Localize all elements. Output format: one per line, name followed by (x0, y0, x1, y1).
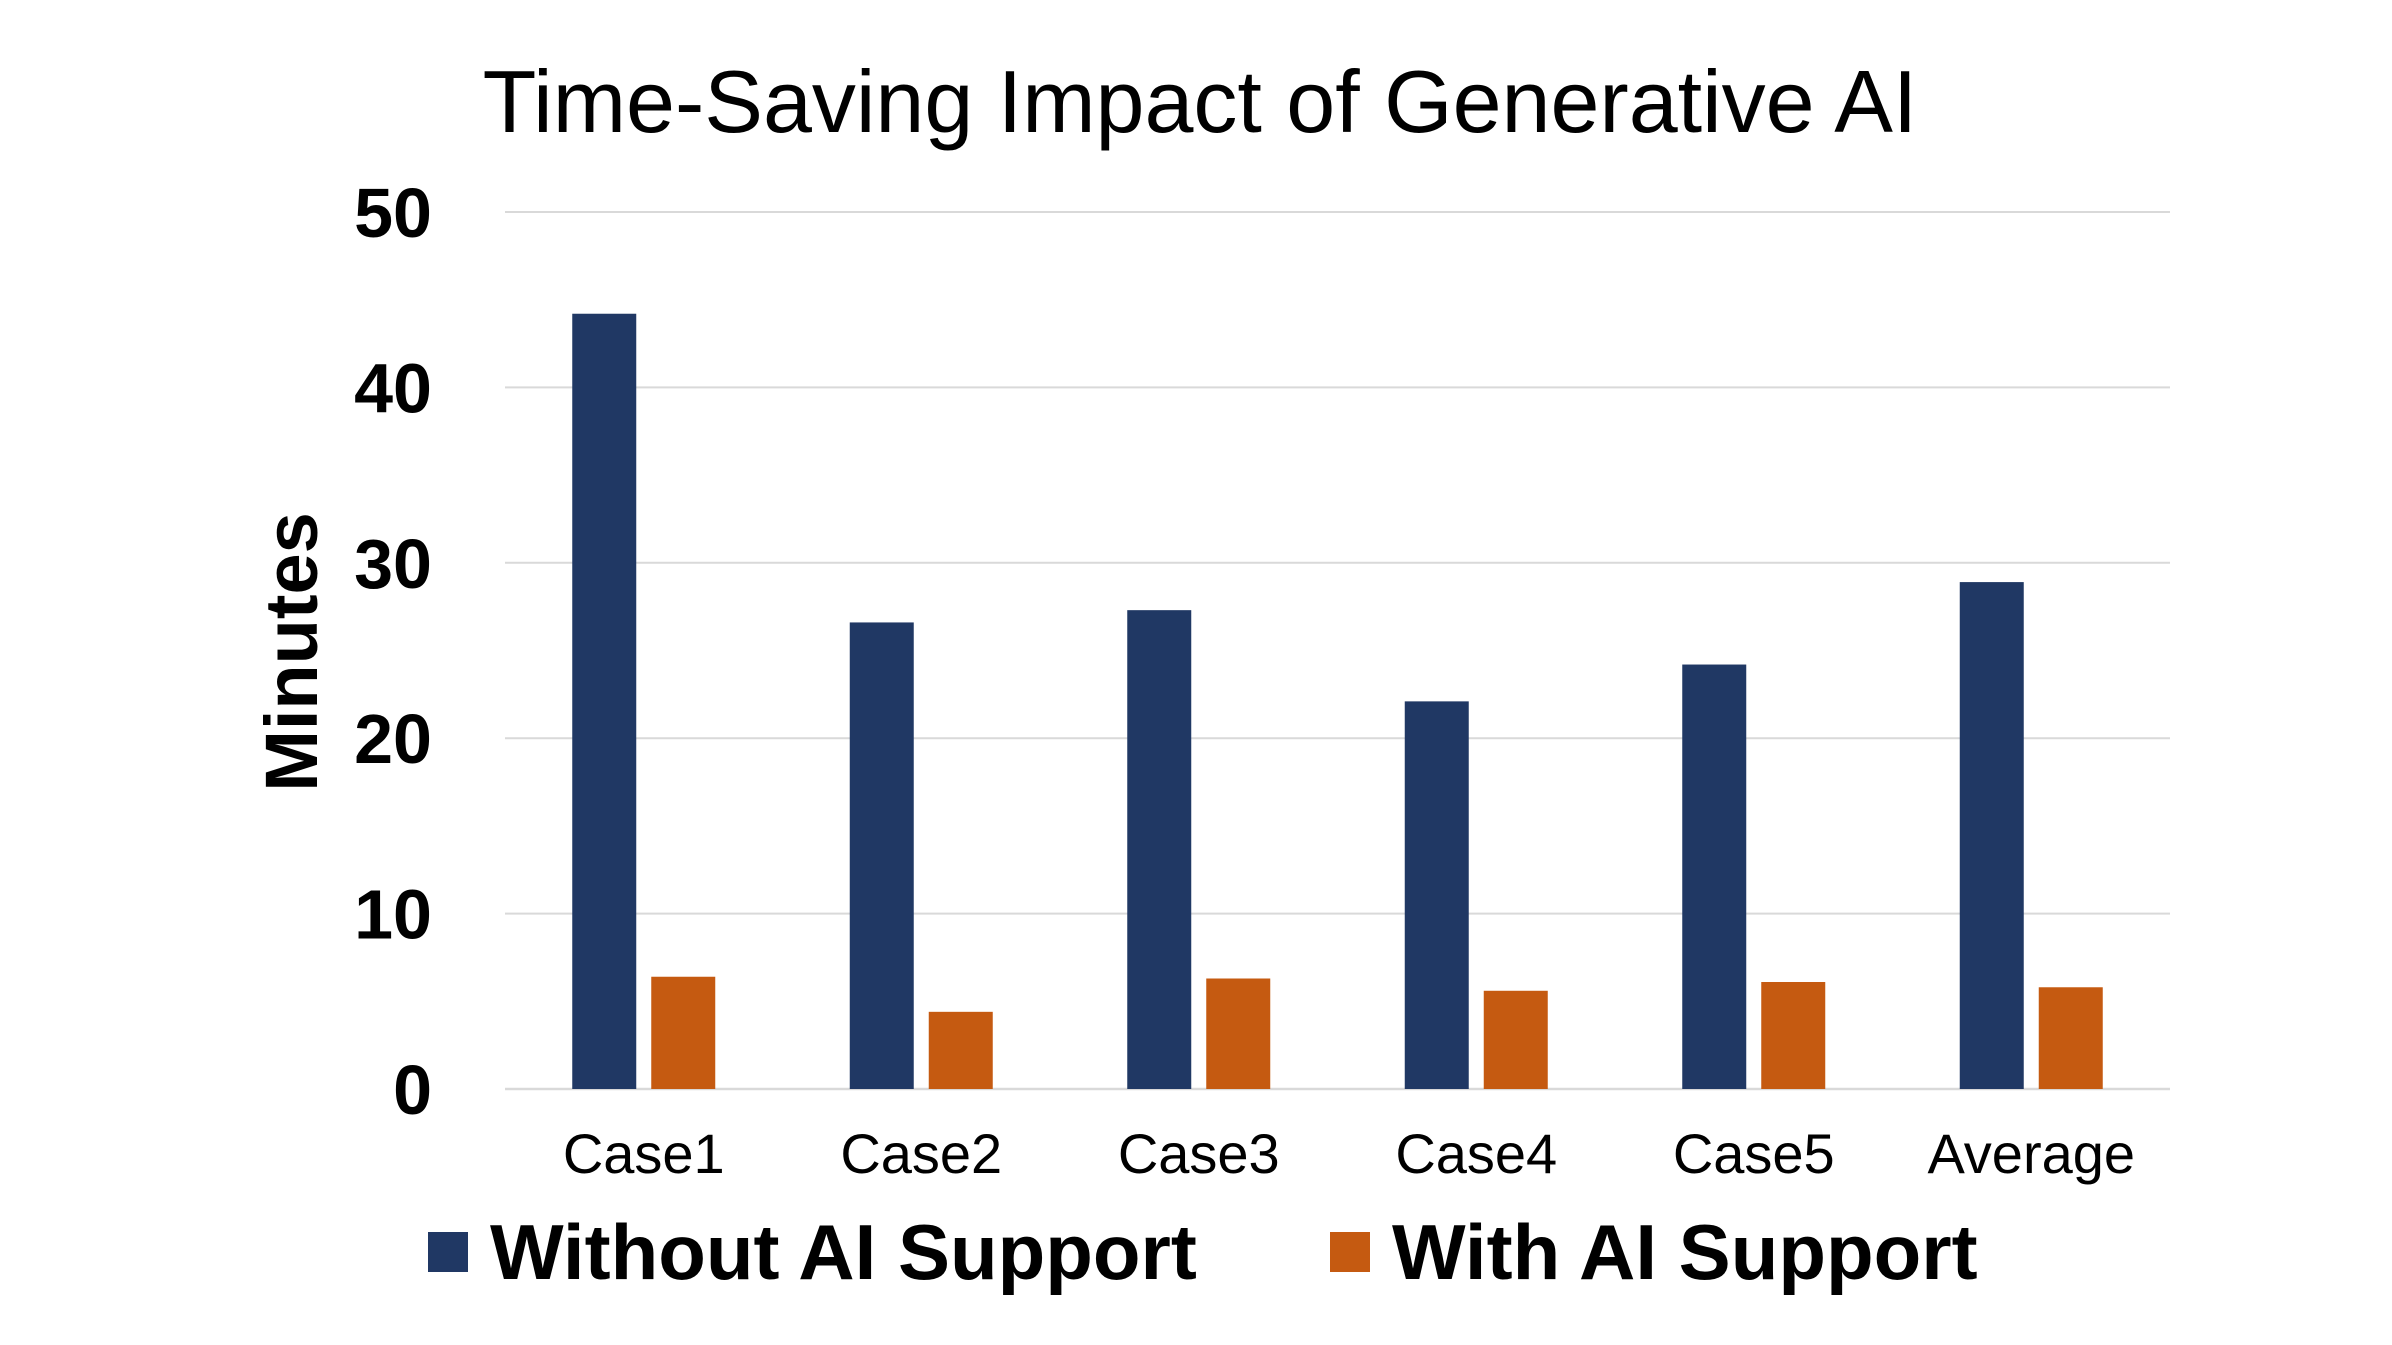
gridlines (505, 211, 2170, 1091)
x-tick-label: Case2 (840, 1122, 1002, 1185)
bar-case1-series-1 (572, 313, 637, 1089)
bar-case2-series-1 (849, 622, 914, 1089)
y-axis-ticks: 0 10 20 30 40 50 (354, 174, 432, 1129)
bar-average-series-1 (1959, 582, 2024, 1089)
legend-label-series-2: With AI Support (1392, 1208, 1978, 1296)
x-tick-label: Average (1927, 1122, 2135, 1185)
y-tick-label: 40 (354, 349, 432, 427)
bar-case4-series-1 (1404, 701, 1469, 1089)
bars (572, 313, 2103, 1089)
bar-case5-series-1 (1682, 664, 1747, 1089)
bar-case3-series-2 (1206, 978, 1271, 1089)
legend-swatch-series-1 (428, 1232, 468, 1272)
bar-average-series-2 (2038, 987, 2103, 1089)
y-tick-label: 0 (393, 1051, 432, 1129)
bar-case3-series-1 (1127, 610, 1192, 1089)
bar-case4-series-2 (1483, 990, 1548, 1089)
x-axis-ticks: Case1 Case2 Case3 Case4 Case5 Average (563, 1122, 2135, 1185)
y-tick-label: 20 (354, 700, 432, 778)
y-tick-label: 10 (354, 876, 432, 954)
bar-case1-series-2 (651, 976, 716, 1089)
x-tick-label: Case1 (563, 1122, 725, 1185)
chart-title: Time-Saving Impact of Generative AI (483, 52, 1918, 151)
y-tick-label: 30 (354, 525, 432, 603)
x-tick-label: Case3 (1118, 1122, 1280, 1185)
bar-case5-series-2 (1761, 982, 1826, 1089)
y-tick-label: 50 (354, 174, 432, 252)
x-tick-label: Case5 (1673, 1122, 1835, 1185)
legend: Without AI Support With AI Support (428, 1208, 1978, 1296)
y-axis-label: Minutes (250, 512, 333, 792)
bar-case2-series-2 (928, 1011, 993, 1089)
x-tick-label: Case4 (1395, 1122, 1557, 1185)
legend-swatch-series-2 (1330, 1232, 1370, 1272)
legend-label-series-1: Without AI Support (490, 1208, 1197, 1296)
